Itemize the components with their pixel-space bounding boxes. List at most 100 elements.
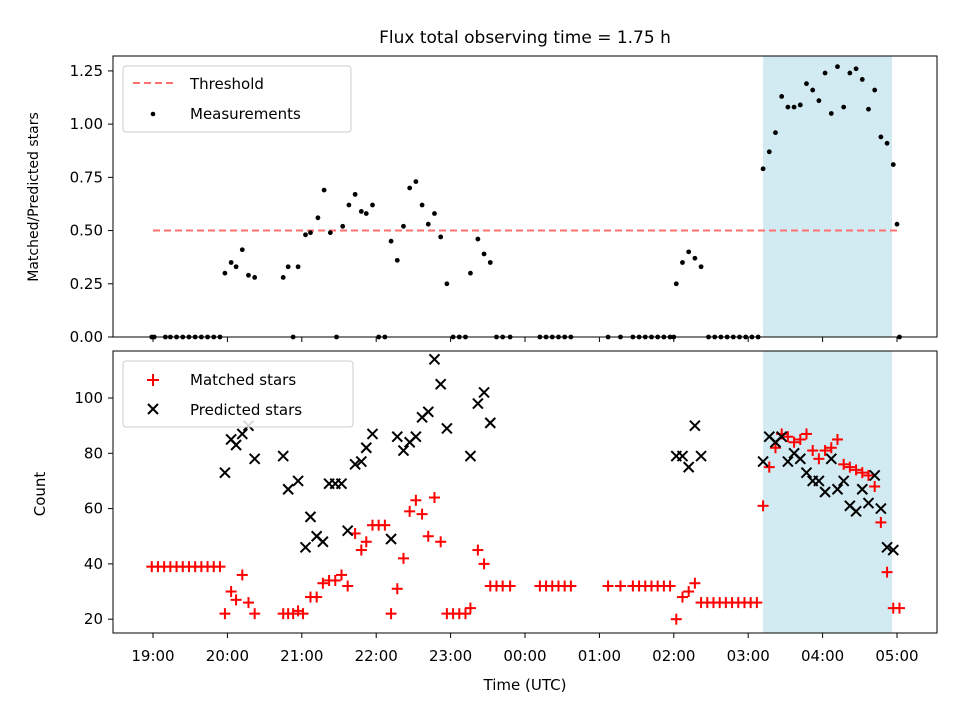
- predicted-star-point: [366, 428, 379, 440]
- predicted-star-point: [682, 461, 695, 473]
- matched-star-point: [219, 608, 231, 620]
- measurement-point: [352, 191, 358, 197]
- measurement-point: [475, 236, 481, 242]
- measurement-point: [760, 166, 766, 172]
- matched-star-point: [813, 453, 825, 465]
- measurement-point: [797, 102, 803, 108]
- matched-star-point: [410, 494, 422, 506]
- predicted-star-point: [813, 475, 825, 487]
- matched-star-point: [614, 580, 626, 592]
- predicted-star-point: [349, 458, 361, 471]
- bottom-y-tick-label: 80: [84, 444, 103, 462]
- predicted-star-point: [875, 502, 887, 515]
- predicted-star-point: [277, 450, 289, 462]
- measurement-point: [835, 64, 840, 70]
- bottom-highlight-span: [763, 351, 893, 633]
- matched-star-point: [769, 442, 781, 454]
- predicted-star-point: [689, 419, 701, 432]
- legend-matched-swatch: [147, 374, 159, 386]
- matched-star-point: [464, 602, 476, 614]
- predicted-star-point: [391, 430, 403, 443]
- predicted-star-point: [360, 442, 372, 454]
- predicted-star-point: [341, 524, 354, 537]
- predicted-star-point: [782, 455, 794, 468]
- predicted-star-point: [292, 475, 304, 487]
- predicted-star-point: [775, 430, 788, 443]
- measurement-point: [358, 209, 364, 214]
- predicted-star-point: [422, 406, 434, 418]
- matched-star-point: [788, 436, 800, 448]
- matched-star-point: [472, 544, 484, 556]
- matched-star-point: [683, 586, 695, 598]
- predicted-star-point: [441, 422, 453, 435]
- bottom-legend-box: [122, 360, 354, 428]
- predicted-star-point: [304, 511, 317, 523]
- matched-star-point: [782, 431, 794, 443]
- x-tick-label: 23:00: [429, 647, 472, 665]
- measurement-point: [280, 274, 286, 280]
- measurement-point: [847, 70, 853, 76]
- bottom-legend: Matched stars Predicted stars: [122, 360, 354, 428]
- measurement-point: [285, 264, 291, 270]
- measurement-point: [413, 179, 419, 184]
- measurement-point: [779, 94, 785, 99]
- top-y-tick-label: 1.00: [70, 115, 103, 133]
- matched-star-point: [881, 566, 893, 578]
- top-y-tick-label: 1.25: [70, 62, 103, 80]
- predicted-star-point: [230, 439, 242, 451]
- matched-star-point: [825, 442, 837, 454]
- predicted-star-point: [236, 428, 248, 440]
- top-y-tick-label: 0.00: [70, 328, 103, 346]
- matched-star-point: [676, 591, 688, 603]
- measurement-point: [816, 98, 822, 104]
- predicted-star-point: [434, 378, 447, 390]
- predicted-star-point: [887, 544, 899, 556]
- measurement-point: [419, 202, 425, 208]
- measurement-point: [841, 104, 847, 110]
- predicted-stars-points: [219, 353, 899, 556]
- predicted-star-point: [299, 541, 312, 554]
- matched-star-point: [428, 492, 440, 504]
- predicted-star-point: [881, 541, 893, 554]
- predicted-star-point: [355, 455, 368, 468]
- top-highlight-span: [763, 56, 893, 337]
- matched-star-point: [875, 516, 887, 528]
- measurement-points: [149, 64, 902, 340]
- matched-star-point: [404, 505, 416, 517]
- matched-star-point: [249, 608, 261, 620]
- measurement-point: [878, 134, 884, 140]
- measurement-point: [481, 251, 487, 257]
- predicted-star-point: [410, 430, 422, 443]
- measurement-point: [233, 264, 239, 270]
- measurement-point: [438, 234, 444, 240]
- matched-star-point: [664, 580, 676, 592]
- matched-star-point: [214, 561, 226, 573]
- x-tick-label: 22:00: [355, 647, 398, 665]
- matched-star-point: [342, 580, 354, 592]
- predicted-star-point: [862, 497, 875, 509]
- measurement-point: [239, 247, 245, 253]
- matched-star-point: [391, 583, 403, 595]
- top-y-tick-label: 0.25: [70, 275, 103, 293]
- legend-predicted-swatch: [147, 403, 159, 415]
- bottom-y-tick-label: 20: [84, 610, 103, 628]
- legend-threshold-label: Threshold: [189, 75, 264, 93]
- measurement-point: [810, 87, 816, 93]
- predicted-star-point: [484, 417, 496, 429]
- measurement-point: [346, 202, 352, 208]
- predicted-star-point: [676, 450, 689, 462]
- measurement-point: [866, 106, 871, 112]
- predicted-star-point: [825, 453, 837, 465]
- measurement-point: [340, 223, 346, 229]
- measurement-point: [698, 264, 704, 270]
- matched-star-point: [807, 445, 819, 457]
- predicted-star-point: [317, 536, 329, 548]
- measurement-point: [228, 260, 234, 265]
- matched-star-point: [385, 608, 397, 620]
- predicted-star-point: [248, 453, 261, 465]
- matched-star-point: [230, 594, 242, 606]
- matched-star-point: [317, 577, 329, 589]
- measurement-point: [444, 281, 450, 287]
- measurement-point: [321, 187, 327, 193]
